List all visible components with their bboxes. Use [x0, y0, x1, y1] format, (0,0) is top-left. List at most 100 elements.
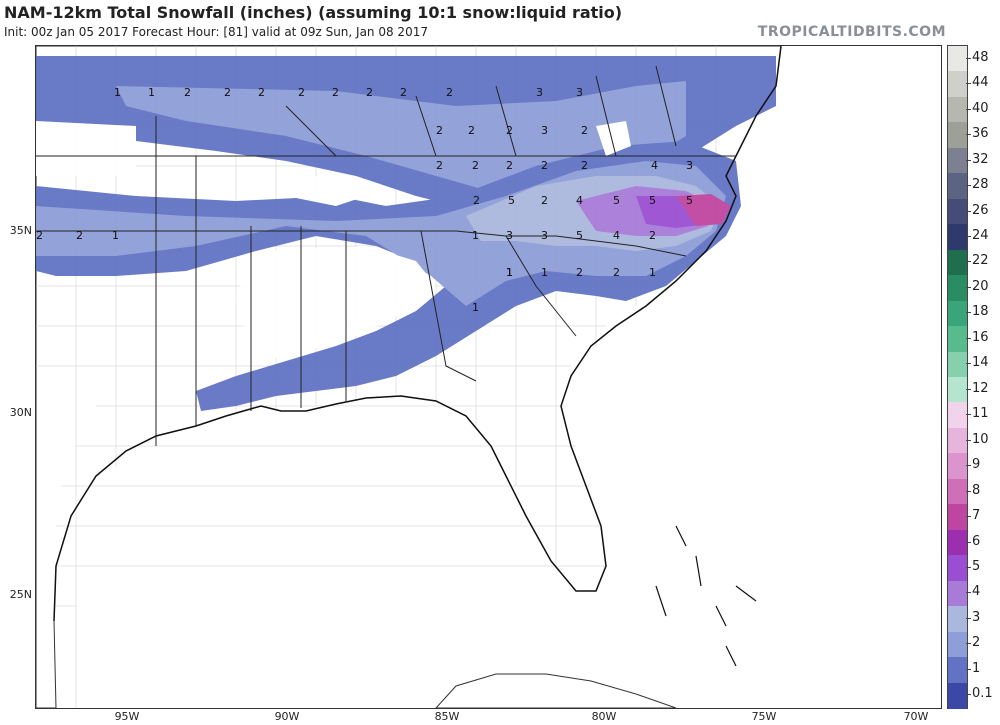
colorbar-label: 6 [972, 533, 981, 549]
snowfall-value: 2 [506, 124, 513, 137]
snowfall-value: 3 [576, 86, 583, 99]
snowfall-map: 1 1 2 2 2 2 2 2 2 2 3 3 2 2 2 3 2 2 2 2 2 2 4 3 2 5 2 4 5 5 5 2 2 1 1 3 3 5 4 2… [35, 45, 942, 709]
colorbar-tick [966, 312, 971, 314]
lon-label-80w: 80W [591, 710, 617, 723]
colorbar-tick [966, 337, 971, 339]
chart-title: NAM-12km Total Snowfall (inches) (assumi… [4, 3, 623, 22]
colorbar-segment [948, 71, 967, 98]
colorbar-tick [966, 439, 971, 441]
colorbar-segment [948, 122, 967, 149]
snowfall-value: 2 [473, 194, 480, 207]
colorbar-label: 7 [972, 508, 981, 524]
colorbar-segment [948, 478, 967, 505]
lon-label-75w: 75W [751, 710, 777, 723]
snowfall-value: 2 [224, 86, 231, 99]
snowfall-value: 1 [541, 266, 548, 279]
colorbar-label: 5 [972, 558, 981, 574]
snowfall-value: 2 [400, 86, 407, 99]
lat-label-35n: 35N [9, 224, 32, 237]
colorbar-label: 1 [972, 660, 981, 676]
colorbar-tick [966, 414, 971, 416]
colorbar-tick [966, 643, 971, 645]
snowfall-value: 2 [298, 86, 305, 99]
colorbar-segment [948, 249, 967, 276]
colorbar-tick [966, 83, 971, 85]
snowfall-value: 3 [686, 159, 693, 172]
colorbar-tick [966, 592, 971, 594]
snowfall-value: 5 [576, 229, 583, 242]
colorbar-segment [948, 606, 967, 633]
snowfall-value: 2 [581, 159, 588, 172]
colorbar-label: 12 [972, 380, 989, 396]
colorbar-segment [948, 326, 967, 353]
snowfall-value: 2 [76, 229, 83, 242]
colorbar-segment [948, 377, 967, 403]
colorbar-segment [948, 427, 967, 454]
snowfall-value: 3 [541, 229, 548, 242]
snowfall-value: 1 [148, 86, 155, 99]
snowfall-value: 5 [649, 194, 656, 207]
colorbar-tick [966, 185, 971, 187]
colorbar-tick [966, 516, 971, 518]
colorbar-label: 11 [972, 406, 989, 422]
colorbar-label: 40 [972, 100, 989, 116]
snowfall-value: 2 [332, 86, 339, 99]
lat-label-25n: 25N [9, 588, 32, 601]
colorbar-label: 28 [972, 177, 989, 193]
colorbar-label: 2 [972, 635, 981, 651]
snowfall-value: 2 [258, 86, 265, 99]
snowfall-shading [36, 56, 776, 411]
snowfall-value: 2 [576, 266, 583, 279]
colorbar-tick [966, 210, 971, 212]
colorbar-segment [948, 96, 967, 123]
colorbar-segment [948, 147, 967, 174]
snowfall-value: 4 [576, 194, 583, 207]
colorbar-tick [966, 363, 971, 365]
lon-label-95w: 95W [114, 710, 140, 723]
colorbar-tick [966, 286, 971, 288]
snowfall-value: 2 [541, 194, 548, 207]
lon-label-85w: 85W [434, 710, 460, 723]
colorbar-label: 10 [972, 431, 989, 447]
colorbar-segment [948, 631, 967, 658]
snowfall-value: 1 [506, 266, 513, 279]
colorbar-label: 4 [972, 584, 981, 600]
snowfall-value: 5 [613, 194, 620, 207]
colorbar-label: 22 [972, 253, 989, 269]
snowfall-value: 1 [506, 266, 513, 279]
snowfall-value: 4 [651, 159, 658, 172]
colorbar-segment [948, 198, 967, 225]
snowfall-value: 3 [541, 124, 548, 137]
colorbar-label: 48 [972, 49, 989, 65]
colorbar-segment [948, 529, 967, 556]
colorbar-tick [966, 57, 971, 59]
colorbar-label: 9 [972, 457, 981, 473]
snowfall-value: 2 [581, 124, 588, 137]
colorbar-segment [948, 46, 967, 72]
snowfall-value: 4 [613, 229, 620, 242]
snowfall-value: 2 [36, 229, 43, 242]
snowfall-value: 5 [686, 194, 693, 207]
snowfall-value: 2 [506, 159, 513, 172]
colorbar-segment [948, 453, 967, 480]
snowfall-value: 1 [649, 266, 656, 279]
colorbar-tick [966, 235, 971, 237]
snowfall-value: 2 [468, 124, 475, 137]
snowfall-value: 1 [472, 301, 479, 314]
snowfall-value: 2 [472, 159, 479, 172]
colorbar-tick [966, 617, 971, 619]
colorbar-segment [948, 504, 967, 531]
snowfall-value: 2 [613, 266, 620, 279]
colorbar-tick [966, 694, 971, 696]
colorbar-tick [966, 566, 971, 568]
snowfall-value: 1 [472, 229, 479, 242]
colorbar-label: 16 [972, 329, 989, 345]
snowfall-value: 1 [114, 86, 121, 99]
colorbar-tick [966, 261, 971, 263]
colorbar-segment [948, 224, 967, 251]
cuba [435, 673, 677, 708]
colorbar-segment [948, 275, 967, 302]
map-canvas [36, 46, 941, 708]
chart-subtitle: Init: 00z Jan 05 2017 Forecast Hour: [81… [4, 25, 428, 39]
colorbar-label: 32 [972, 151, 989, 167]
